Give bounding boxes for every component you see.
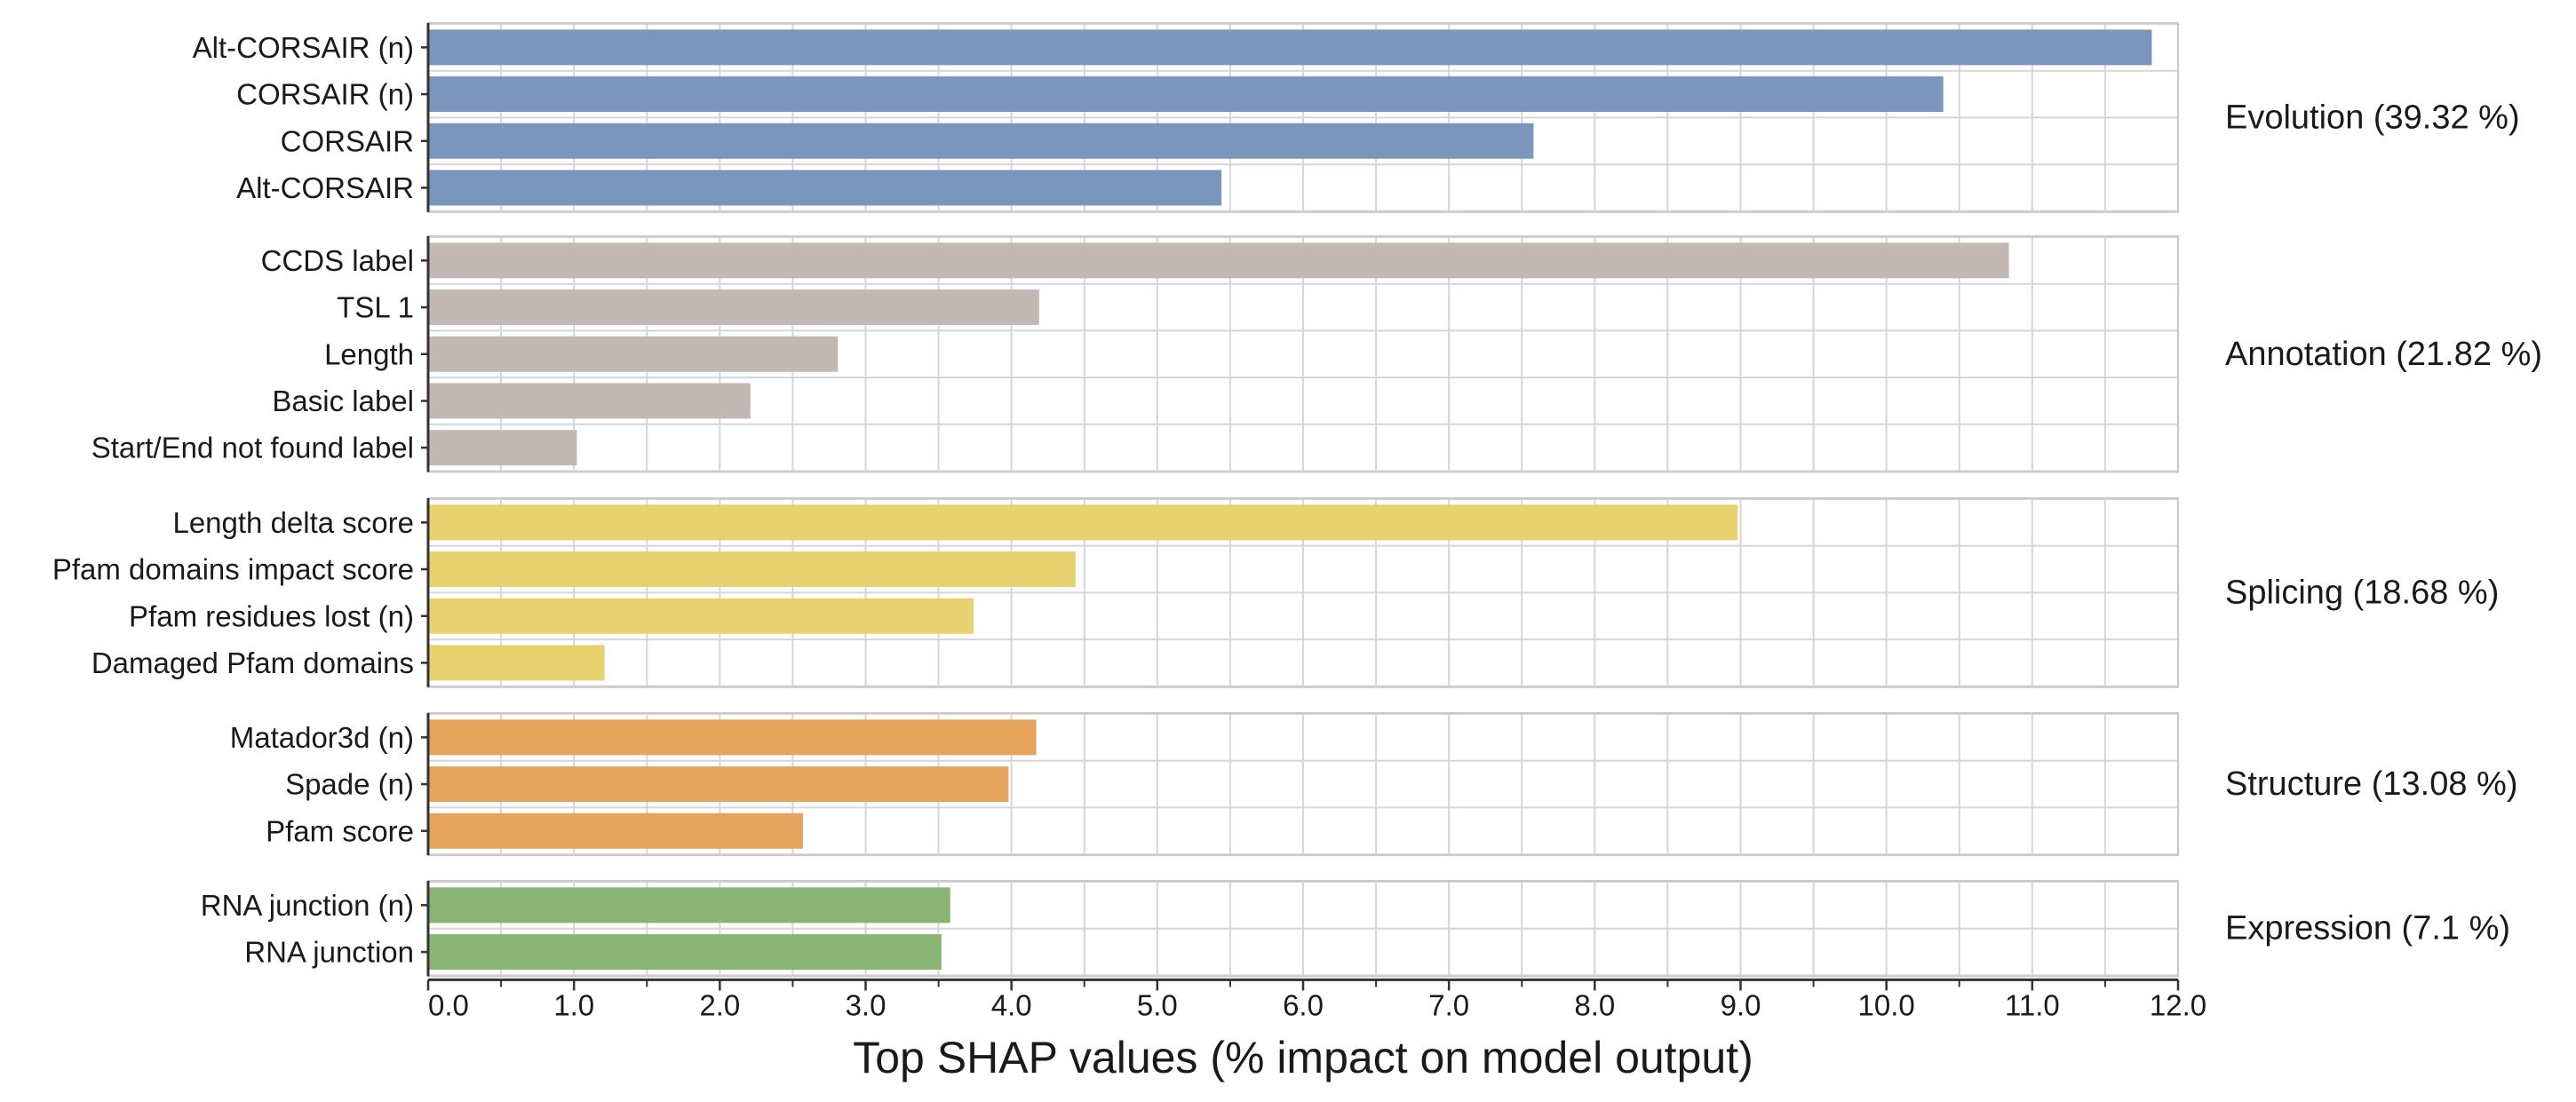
category-label: Spade (n) xyxy=(285,768,414,801)
category-label: Damaged Pfam domains xyxy=(91,646,414,679)
category-label: RNA junction (n) xyxy=(201,889,414,922)
x-tick-label: 3.0 xyxy=(846,988,886,1021)
category-label: CORSAIR (n) xyxy=(236,78,414,111)
x-axis: 0.0 1.0 2.0 3.0 4.0 5.0 6.0 7.0 8.0 9.0 10.0 11.0 12… xyxy=(426,978,2206,1021)
x-axis-title: Top SHAP values (% impact on model outpu… xyxy=(853,1033,1753,1082)
bar-expression-0 xyxy=(428,887,950,924)
category-label: TSL 1 xyxy=(337,291,414,324)
group-label-splicing: Splicing (18.68 %) xyxy=(2225,574,2499,611)
bar-evolution-2 xyxy=(428,123,1534,159)
bar-evolution-0 xyxy=(428,29,2152,66)
x-tick-label: 8.0 xyxy=(1574,988,1615,1021)
bar-splicing-2 xyxy=(428,598,974,634)
bar-annotation-1 xyxy=(428,289,1039,326)
panel-expression: RNA junction (n) RNA junction Expression (… xyxy=(201,880,2510,978)
panel-structure: Matador3d (n) Spade (n) Pfam score Structur… xyxy=(230,712,2517,857)
x-tick-label: 9.0 xyxy=(1721,988,1761,1021)
group-label-evolution: Evolution (39.32 %) xyxy=(2225,99,2520,136)
category-label: CORSAIR xyxy=(281,124,414,157)
panel-splicing: Length delta score Pfam domains impact sc… xyxy=(52,497,2499,688)
x-tick-label: 6.0 xyxy=(1283,988,1324,1021)
category-label: Alt-CORSAIR (n) xyxy=(193,31,414,64)
category-label: RNA junction xyxy=(244,936,414,969)
group-label-structure: Structure (13.08 %) xyxy=(2225,765,2517,803)
bar-structure-1 xyxy=(428,766,1009,803)
category-label: Start/End not found label xyxy=(91,432,414,464)
bar-splicing-1 xyxy=(428,551,1076,588)
category-label: Pfam score xyxy=(266,814,414,847)
bar-structure-0 xyxy=(428,719,1037,756)
category-label: Length delta score xyxy=(172,506,414,539)
group-label-expression: Expression (7.1 %) xyxy=(2225,910,2510,947)
group-label-annotation: Annotation (21.82 %) xyxy=(2225,336,2542,373)
bar-expression-1 xyxy=(428,934,942,971)
x-tick-label: 7.0 xyxy=(1428,988,1469,1021)
bar-splicing-3 xyxy=(428,645,605,681)
bar-annotation-4 xyxy=(428,430,577,466)
bar-annotation-2 xyxy=(428,336,839,372)
chart-panels: Alt-CORSAIR (n) CORSAIR (n) CORSAIR Alt-COR… xyxy=(52,22,2542,978)
category-label: CCDS label xyxy=(261,244,414,277)
category-label: Alt-CORSAIR xyxy=(236,171,414,204)
x-tick-label: 12.0 xyxy=(2150,988,2206,1021)
bar-annotation-3 xyxy=(428,383,751,419)
category-label: Basic label xyxy=(272,385,414,417)
bar-structure-2 xyxy=(428,813,803,849)
bar-splicing-0 xyxy=(428,504,1738,541)
x-tick-label: 11.0 xyxy=(2005,988,2060,1021)
bar-annotation-0 xyxy=(428,242,2009,279)
panel-annotation: CCDS label TSL 1 Length Basic label Start/En… xyxy=(91,235,2542,473)
category-label: Pfam residues lost (n) xyxy=(129,599,414,632)
x-tick-label: 1.0 xyxy=(553,988,594,1021)
x-tick-label: 4.0 xyxy=(991,988,1032,1021)
bar-evolution-1 xyxy=(428,76,1944,113)
bar-evolution-3 xyxy=(428,170,1222,206)
x-tick-label: 0.0 xyxy=(428,988,469,1021)
x-tick-label: 2.0 xyxy=(699,988,740,1021)
panel-evolution: Alt-CORSAIR (n) CORSAIR (n) CORSAIR Alt-COR… xyxy=(193,22,2520,213)
category-label: Pfam domains impact score xyxy=(52,553,414,586)
x-tick-label: 10.0 xyxy=(1858,988,1915,1021)
x-tick-label: 5.0 xyxy=(1137,988,1178,1021)
category-label: Length xyxy=(324,337,414,370)
category-label: Matador3d (n) xyxy=(230,721,414,754)
